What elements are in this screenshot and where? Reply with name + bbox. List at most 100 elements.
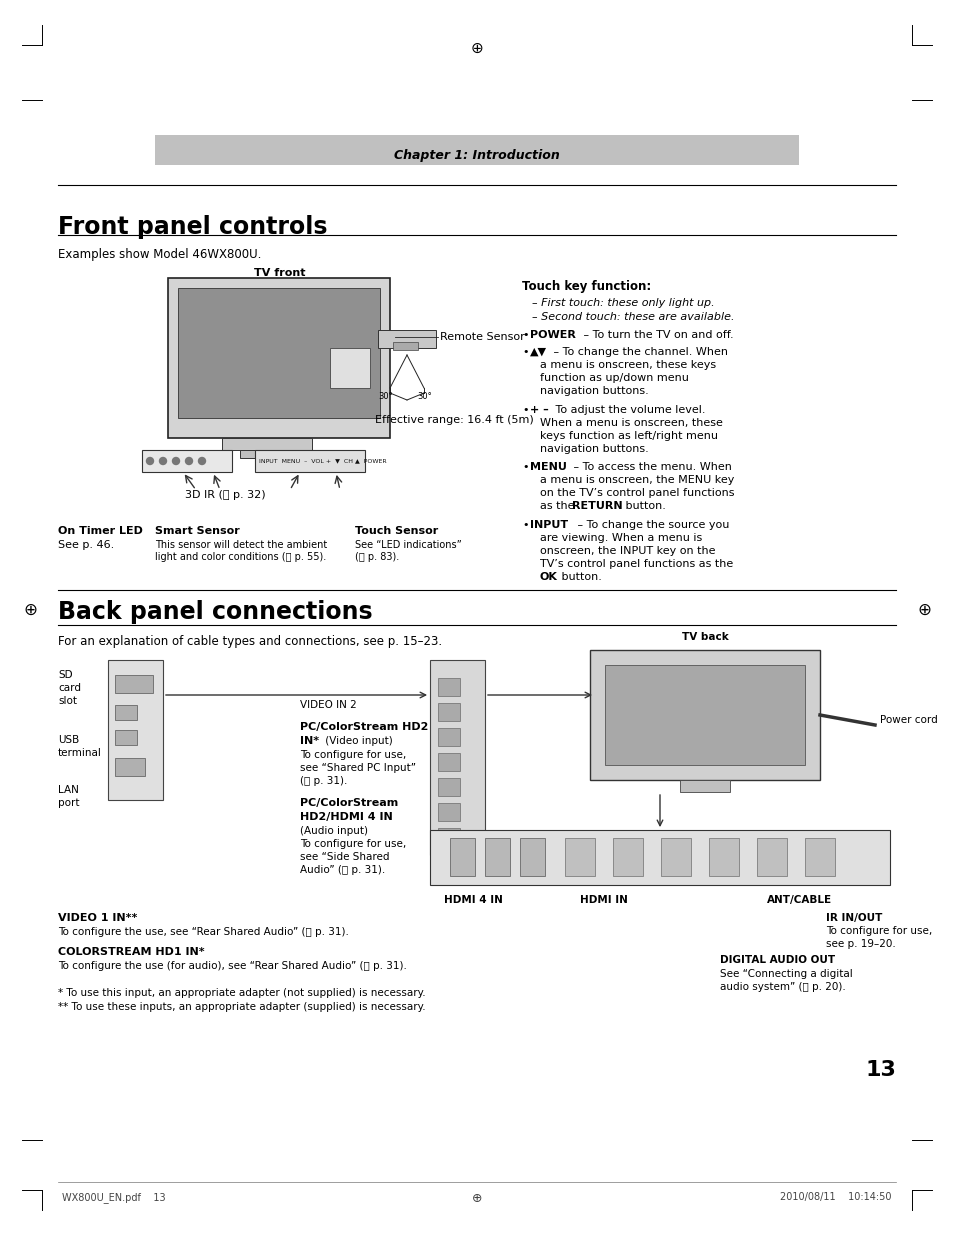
Bar [115, 758, 145, 776]
Text: On Timer LED: On Timer LED [58, 526, 143, 536]
Text: (␥ p. 31).: (␥ p. 31). [299, 776, 347, 785]
Text: IR IN/OUT: IR IN/OUT [825, 913, 882, 923]
Bar [437, 803, 459, 821]
Text: 30°: 30° [416, 391, 432, 401]
Bar [254, 450, 365, 472]
Text: Front panel controls: Front panel controls [58, 215, 327, 240]
Text: (Video input): (Video input) [322, 736, 393, 746]
Text: – To change the source you: – To change the source you [574, 520, 729, 530]
Bar [115, 705, 137, 720]
Bar [178, 288, 379, 417]
Circle shape [172, 457, 179, 464]
Bar [115, 730, 137, 745]
Bar [757, 839, 786, 876]
Text: audio system” (␥ p. 20).: audio system” (␥ p. 20). [720, 982, 845, 992]
Text: TV back: TV back [680, 632, 727, 642]
Bar [168, 278, 390, 438]
Text: For an explanation of cable types and connections, see p. 15–23.: For an explanation of cable types and co… [58, 635, 441, 648]
Text: navigation buttons.: navigation buttons. [539, 445, 648, 454]
Text: – Second touch: these are available.: – Second touch: these are available. [532, 312, 734, 322]
Bar [437, 778, 459, 797]
Circle shape [185, 457, 193, 464]
Text: OK: OK [539, 572, 558, 582]
Text: See “LED indications”: See “LED indications” [355, 540, 461, 550]
Text: RETURN: RETURN [572, 501, 622, 511]
Bar [154, 135, 799, 165]
Bar [222, 438, 312, 450]
Bar [450, 839, 475, 876]
Bar [330, 348, 370, 388]
Bar [437, 703, 459, 721]
Text: + –: + – [530, 405, 548, 415]
Text: function as up/down menu: function as up/down menu [539, 373, 688, 383]
Text: ** To use these inputs, an appropriate adapter (supplied) is necessary.: ** To use these inputs, an appropriate a… [58, 1002, 425, 1011]
Text: MENU: MENU [530, 462, 566, 472]
Text: •: • [521, 462, 528, 472]
Text: button.: button. [558, 572, 601, 582]
Bar [154, 135, 799, 165]
Text: See “Connecting a digital: See “Connecting a digital [720, 969, 852, 979]
Bar [604, 664, 804, 764]
Text: HD2/HDMI 4 IN: HD2/HDMI 4 IN [299, 811, 393, 823]
Text: ⊕: ⊕ [23, 601, 37, 619]
Text: Touch Sensor: Touch Sensor [355, 526, 437, 536]
Bar [804, 839, 834, 876]
Text: •: • [521, 330, 528, 340]
Text: INPUT: INPUT [530, 520, 568, 530]
Text: (Audio input): (Audio input) [299, 826, 368, 836]
Bar [708, 839, 739, 876]
Text: light and color conditions (␥ p. 55).: light and color conditions (␥ p. 55). [154, 552, 326, 562]
Text: are viewing. When a menu is: are viewing. When a menu is [539, 534, 701, 543]
Text: see “Shared PC Input”: see “Shared PC Input” [299, 763, 416, 773]
Circle shape [198, 457, 205, 464]
Text: see “Side Shared: see “Side Shared [299, 852, 389, 862]
Text: To configure the use, see “Rear Shared Audio” (␥ p. 31).: To configure the use, see “Rear Shared A… [58, 927, 349, 937]
Text: •: • [521, 347, 528, 357]
Circle shape [147, 457, 153, 464]
Text: USB
terminal: USB terminal [58, 735, 102, 758]
Text: onscreen, the INPUT key on the: onscreen, the INPUT key on the [539, 546, 715, 556]
Text: keys function as left/right menu: keys function as left/right menu [539, 431, 718, 441]
Text: button.: button. [621, 501, 665, 511]
Text: See p. 46.: See p. 46. [58, 540, 114, 550]
Text: – To turn the TV on and off.: – To turn the TV on and off. [579, 330, 733, 340]
Text: To configure for use,: To configure for use, [299, 839, 406, 848]
Bar [519, 839, 544, 876]
Text: Back panel connections: Back panel connections [58, 600, 373, 624]
Text: Effective range: 16.4 ft (5m): Effective range: 16.4 ft (5m) [375, 415, 533, 425]
Text: •: • [521, 405, 528, 415]
Text: on the TV’s control panel functions: on the TV’s control panel functions [539, 488, 734, 498]
Bar [108, 659, 163, 800]
Text: PC/ColorStream HD2: PC/ColorStream HD2 [299, 722, 428, 732]
Text: (␥ p. 83).: (␥ p. 83). [355, 552, 399, 562]
Text: TV front: TV front [254, 268, 305, 278]
Bar [430, 830, 889, 885]
Text: VIDEO IN 2: VIDEO IN 2 [299, 700, 356, 710]
Bar [437, 727, 459, 746]
Text: To configure for use,: To configure for use, [299, 750, 406, 760]
Text: POWER: POWER [530, 330, 576, 340]
Text: INPUT  MENU  –  VOL +  ▼  CH ▲  POWER: INPUT MENU – VOL + ▼ CH ▲ POWER [258, 458, 386, 463]
Bar [437, 753, 459, 771]
Text: To configure for use,: To configure for use, [825, 926, 931, 936]
Text: a menu is onscreen, these keys: a menu is onscreen, these keys [539, 359, 716, 370]
Text: COLORSTREAM HD1 IN*: COLORSTREAM HD1 IN* [58, 947, 204, 957]
Bar [377, 330, 436, 348]
Text: 2010/08/11    10:14:50: 2010/08/11 10:14:50 [780, 1192, 891, 1202]
Text: 13: 13 [864, 1060, 895, 1079]
Text: HDMI 4 IN: HDMI 4 IN [443, 895, 502, 905]
Text: * To use this input, an appropriate adapter (not supplied) is necessary.: * To use this input, an appropriate adap… [58, 988, 425, 998]
Text: – To access the menu. When: – To access the menu. When [569, 462, 731, 472]
Text: Smart Sensor: Smart Sensor [154, 526, 239, 536]
Bar [240, 450, 294, 458]
Bar [564, 839, 595, 876]
Text: ▲▼: ▲▼ [530, 347, 546, 357]
Text: PC/ColorStream: PC/ColorStream [299, 798, 397, 808]
Text: WX800U_EN.pdf    13: WX800U_EN.pdf 13 [62, 1192, 166, 1203]
Text: HDMI IN: HDMI IN [579, 895, 627, 905]
Text: •: • [521, 520, 528, 530]
Bar [115, 676, 152, 693]
Bar [393, 342, 417, 350]
Text: To configure the use (for audio), see “Rear Shared Audio” (␥ p. 31).: To configure the use (for audio), see “R… [58, 961, 406, 971]
Text: navigation buttons.: navigation buttons. [539, 387, 648, 396]
